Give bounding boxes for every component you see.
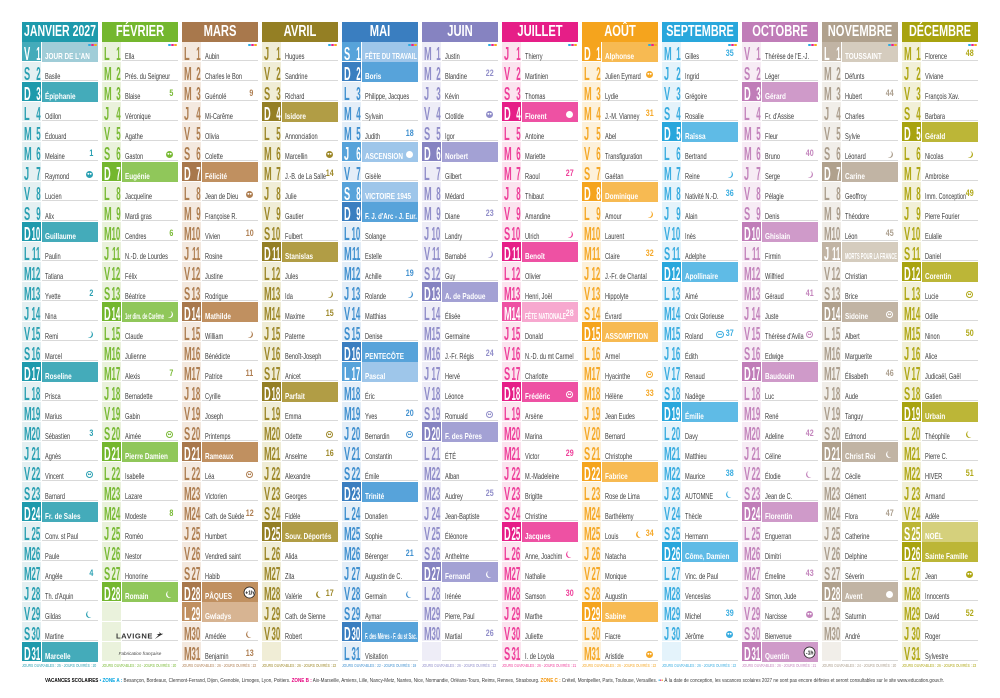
svg-text:+1h: +1h <box>245 590 254 596</box>
svg-text:-1h: -1h <box>806 650 814 656</box>
